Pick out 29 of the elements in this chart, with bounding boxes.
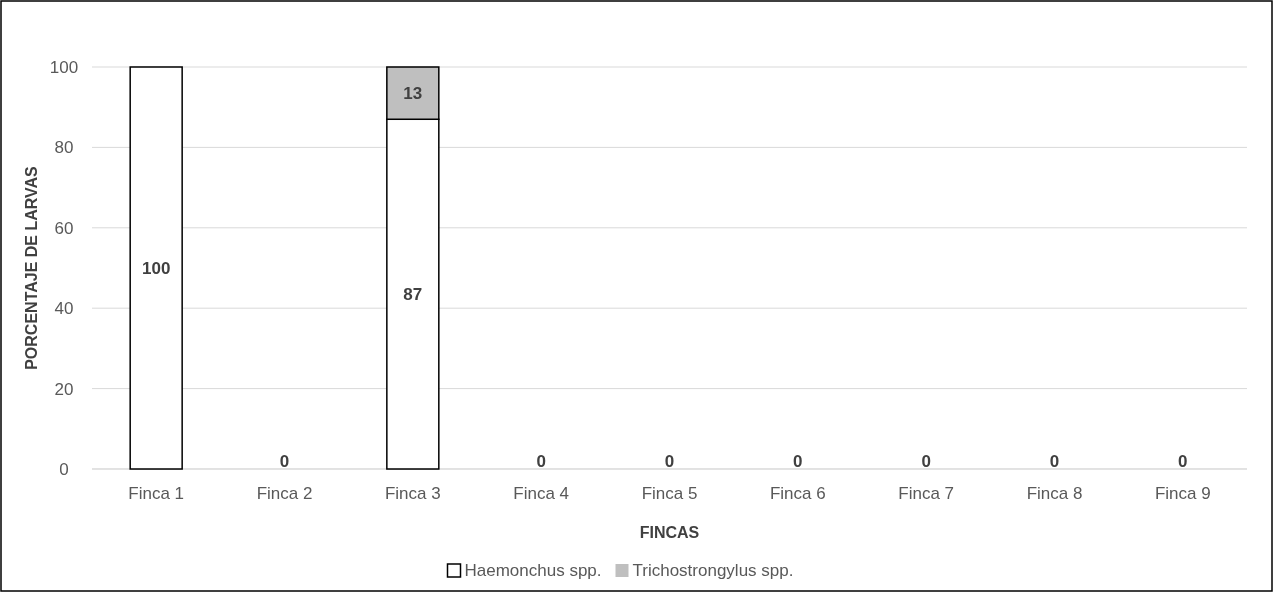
x-axis-title: FINCAS (639, 524, 700, 541)
y-tick-label: 80 (54, 138, 74, 158)
data-label: 0 (279, 452, 290, 471)
x-tick-label: Finca 5 (641, 484, 698, 503)
data-label: 0 (793, 452, 803, 471)
y-tick-label: 100 (49, 58, 79, 77)
x-tick-label: Finca 1 (128, 484, 185, 503)
data-label: 87 (403, 285, 423, 305)
data-label: 13 (403, 84, 423, 104)
data-label: 0 (1178, 452, 1188, 471)
y-tick-label: 20 (54, 379, 74, 399)
data-label: 0 (536, 452, 546, 471)
data-label: 0 (921, 452, 931, 471)
data-label: 0 (1049, 452, 1060, 471)
legend-label: Trichostrongylus spp. (632, 561, 794, 580)
y-tick-label: 0 (59, 460, 69, 479)
x-tick-label: Finca 3 (384, 484, 441, 503)
x-tick-label: Finca 2 (256, 484, 313, 503)
x-tick-label: Finca 8 (1026, 484, 1083, 503)
x-tick-label: Finca 7 (898, 484, 955, 503)
y-tick-label: 60 (54, 218, 74, 238)
x-tick-label: Finca 6 (769, 484, 826, 503)
x-tick-label: Finca 4 (513, 484, 570, 503)
x-tick-label: Finca 9 (1154, 484, 1211, 503)
y-axis-title: PORCENTAJE DE LARVAS (23, 165, 40, 370)
data-label: 0 (664, 452, 675, 471)
y-tick-label: 40 (54, 299, 74, 319)
legend-label: Haemonchus spp. (464, 561, 602, 580)
data-label: 100 (141, 259, 171, 278)
